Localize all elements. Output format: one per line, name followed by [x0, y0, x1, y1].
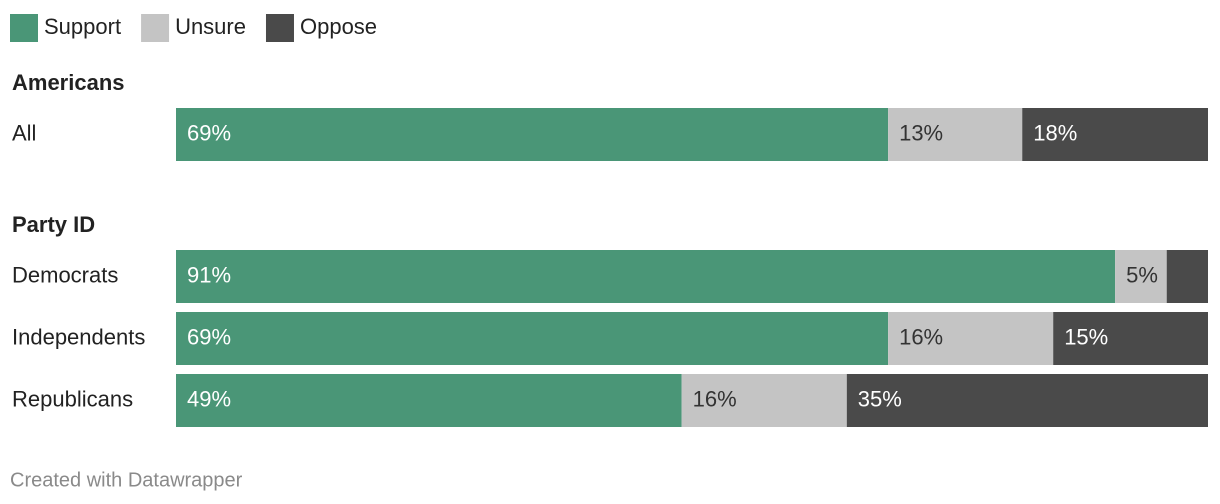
- bar-segment: [888, 108, 1023, 161]
- bar-segment: [1022, 108, 1208, 161]
- bar-segment: [176, 108, 889, 161]
- category-label: Democrats: [12, 262, 118, 287]
- legend-label: Oppose: [300, 14, 377, 39]
- category-label: All: [12, 120, 36, 145]
- bar-segment: [681, 374, 847, 427]
- bar-segment: [176, 312, 889, 365]
- value-label: 13%: [899, 120, 943, 145]
- legend-swatch: [265, 14, 294, 42]
- value-label: 69%: [187, 324, 231, 349]
- legend-label: Unsure: [175, 14, 246, 39]
- value-label: 15%: [1064, 324, 1108, 349]
- value-label: 16%: [693, 386, 737, 411]
- bar-segment: [1053, 312, 1208, 365]
- bar-segment: [1166, 250, 1208, 303]
- legend-label: Support: [44, 14, 121, 39]
- group-header: Party ID: [12, 212, 95, 237]
- value-label: 35%: [858, 386, 902, 411]
- value-label: 49%: [187, 386, 231, 411]
- legend-swatch: [10, 14, 38, 42]
- value-label: 5%: [1126, 262, 1158, 287]
- bar-segment: [176, 250, 1116, 303]
- category-label: Independents: [12, 324, 145, 349]
- bar-segment: [1115, 250, 1167, 303]
- bar-segment: [888, 312, 1054, 365]
- legend-swatch: [141, 14, 170, 42]
- value-label: 18%: [1033, 120, 1077, 145]
- value-label: 91%: [187, 262, 231, 287]
- value-label: 16%: [899, 324, 943, 349]
- bar-segment: [846, 374, 1208, 427]
- bar-segment: [176, 374, 682, 427]
- category-label: Republicans: [12, 386, 133, 411]
- value-label: 69%: [187, 120, 231, 145]
- footer: Created with Datawrapper: [10, 469, 243, 491]
- group-header: Americans: [12, 70, 125, 95]
